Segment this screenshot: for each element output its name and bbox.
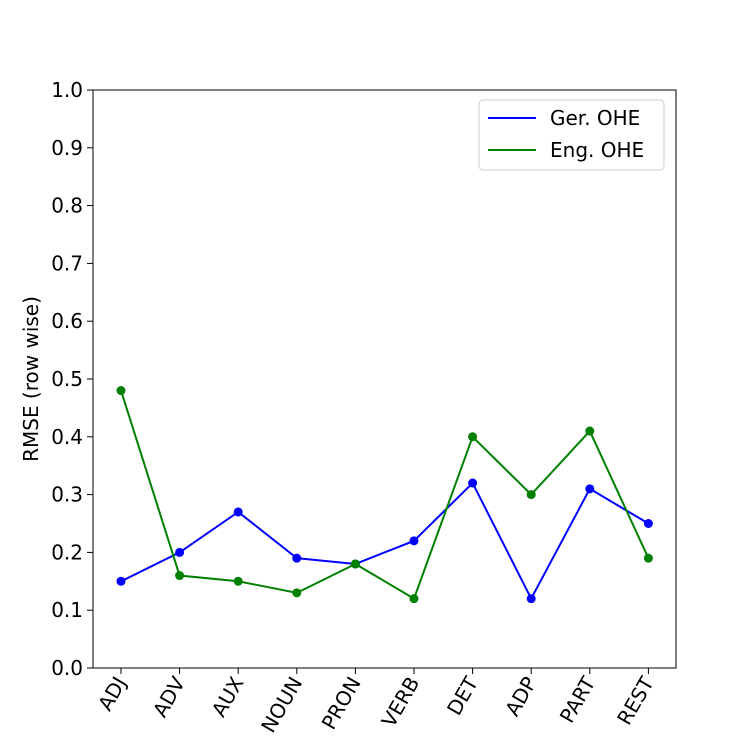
y-tick-label: 0.0 xyxy=(51,656,83,680)
x-tick-label: PART xyxy=(555,672,601,727)
legend-entry: Ger. OHE xyxy=(550,106,640,130)
data-point xyxy=(175,547,185,557)
x-tick-label: AUX xyxy=(207,672,249,721)
x-tick-label: REST xyxy=(612,672,659,729)
series-line xyxy=(120,390,650,601)
y-tick-label: 0.8 xyxy=(51,194,83,218)
data-point xyxy=(409,536,419,546)
x-tick-label: PRON xyxy=(317,673,366,734)
y-axis: 0.0 0.1 0.2 0.3 0.4 0.5 0.6 0.7 0.8 0.9 1.0 xyxy=(51,78,93,680)
data-point xyxy=(643,519,653,528)
data-point xyxy=(233,576,243,586)
y-tick-label: 1.0 xyxy=(51,78,83,102)
data-point xyxy=(233,507,243,517)
y-tick-label: 0.6 xyxy=(51,309,83,333)
x-tick-label: DET xyxy=(442,672,483,720)
y-tick-label: 0.4 xyxy=(51,425,83,449)
data-point xyxy=(350,559,360,569)
data-point xyxy=(585,426,595,436)
series-line xyxy=(120,481,649,601)
data-point xyxy=(468,478,478,488)
plot-frame xyxy=(92,89,677,669)
y-tick-label: 0.9 xyxy=(51,136,83,160)
data-point xyxy=(643,553,653,563)
legend: Ger. OHE Eng. OHE xyxy=(478,99,665,171)
data-point xyxy=(526,490,536,500)
data-point xyxy=(526,594,536,604)
data-point xyxy=(585,484,595,494)
y-tick-label: 0.7 xyxy=(51,251,83,275)
data-point xyxy=(116,386,126,396)
x-tick-label: ADP xyxy=(500,673,541,721)
data-point xyxy=(292,588,302,598)
y-tick-label: 0.1 xyxy=(51,598,83,622)
data-point xyxy=(468,432,478,442)
data-point xyxy=(292,553,302,563)
x-tick-label: ADJ xyxy=(93,673,131,715)
y-tick-label: 0.3 xyxy=(51,483,83,507)
legend-entry: Eng. OHE xyxy=(550,138,644,162)
y-tick-label: 0.5 xyxy=(51,367,83,391)
x-tick-label: VERB xyxy=(377,673,425,732)
data-point xyxy=(175,571,185,581)
data-point xyxy=(409,594,419,604)
data-point xyxy=(116,576,126,586)
y-tick-label: 0.2 xyxy=(51,540,83,564)
y-axis-label: RMSE (row wise) xyxy=(19,296,43,462)
x-axis: ADJ ADV AUX NOUN PRON VERB DET ADP PART REST xyxy=(93,668,659,737)
x-tick-label: ADV xyxy=(148,672,190,721)
x-tick-label: NOUN xyxy=(256,673,307,737)
series-layer xyxy=(116,386,653,604)
